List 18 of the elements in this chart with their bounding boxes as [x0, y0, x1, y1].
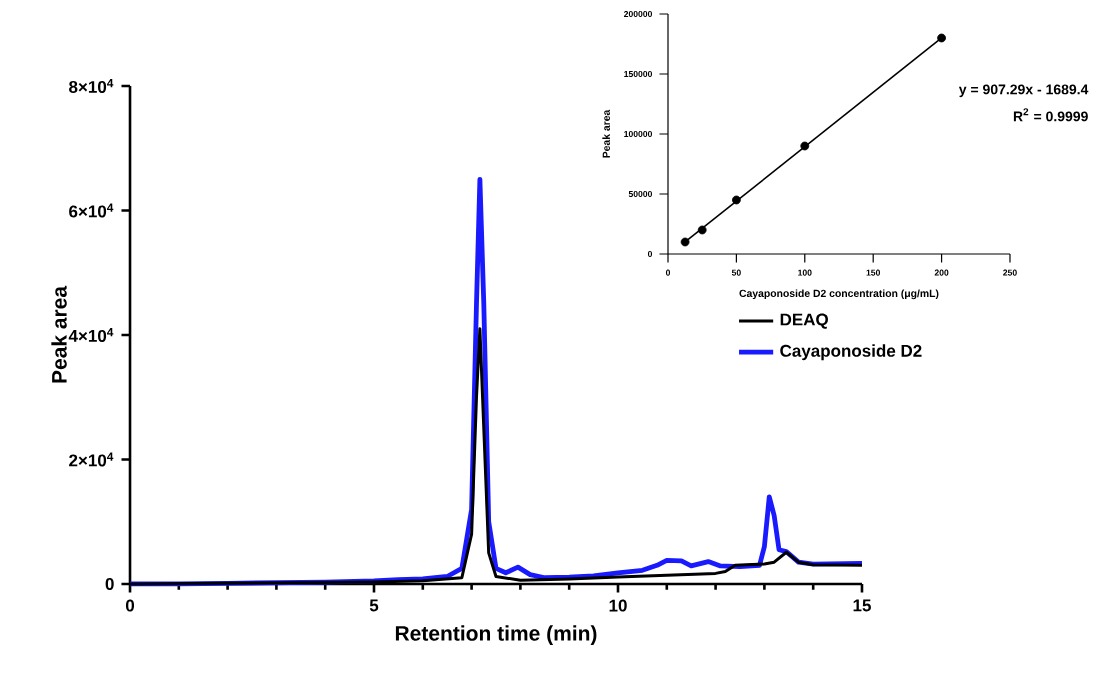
x-tick-label: 10	[609, 599, 627, 612]
y-tick-label: 2×10$^{4}$	[69, 452, 114, 467]
legend-label: Cayaponoside D2	[780, 344, 922, 361]
x-axis-title: Retention time (min)	[395, 625, 597, 645]
y-tick-label: 6×10$^{4}$	[69, 203, 114, 218]
legend-label: DEAQ	[780, 313, 828, 329]
y-axis-title: Peak area	[51, 285, 67, 383]
point	[697, 225, 707, 235]
point	[800, 141, 810, 151]
x-tick-label: 5	[369, 599, 379, 612]
y-tick-label: 4×10$^{4}$	[68, 327, 114, 342]
point	[731, 195, 741, 205]
y-tick-label: 0	[105, 577, 114, 590]
x-tick-label: 15	[853, 599, 871, 612]
point	[680, 237, 690, 247]
point	[937, 33, 946, 43]
y-tick-label: 8×10$^{4}$	[69, 78, 114, 93]
x-tick-label: 0	[125, 599, 135, 612]
